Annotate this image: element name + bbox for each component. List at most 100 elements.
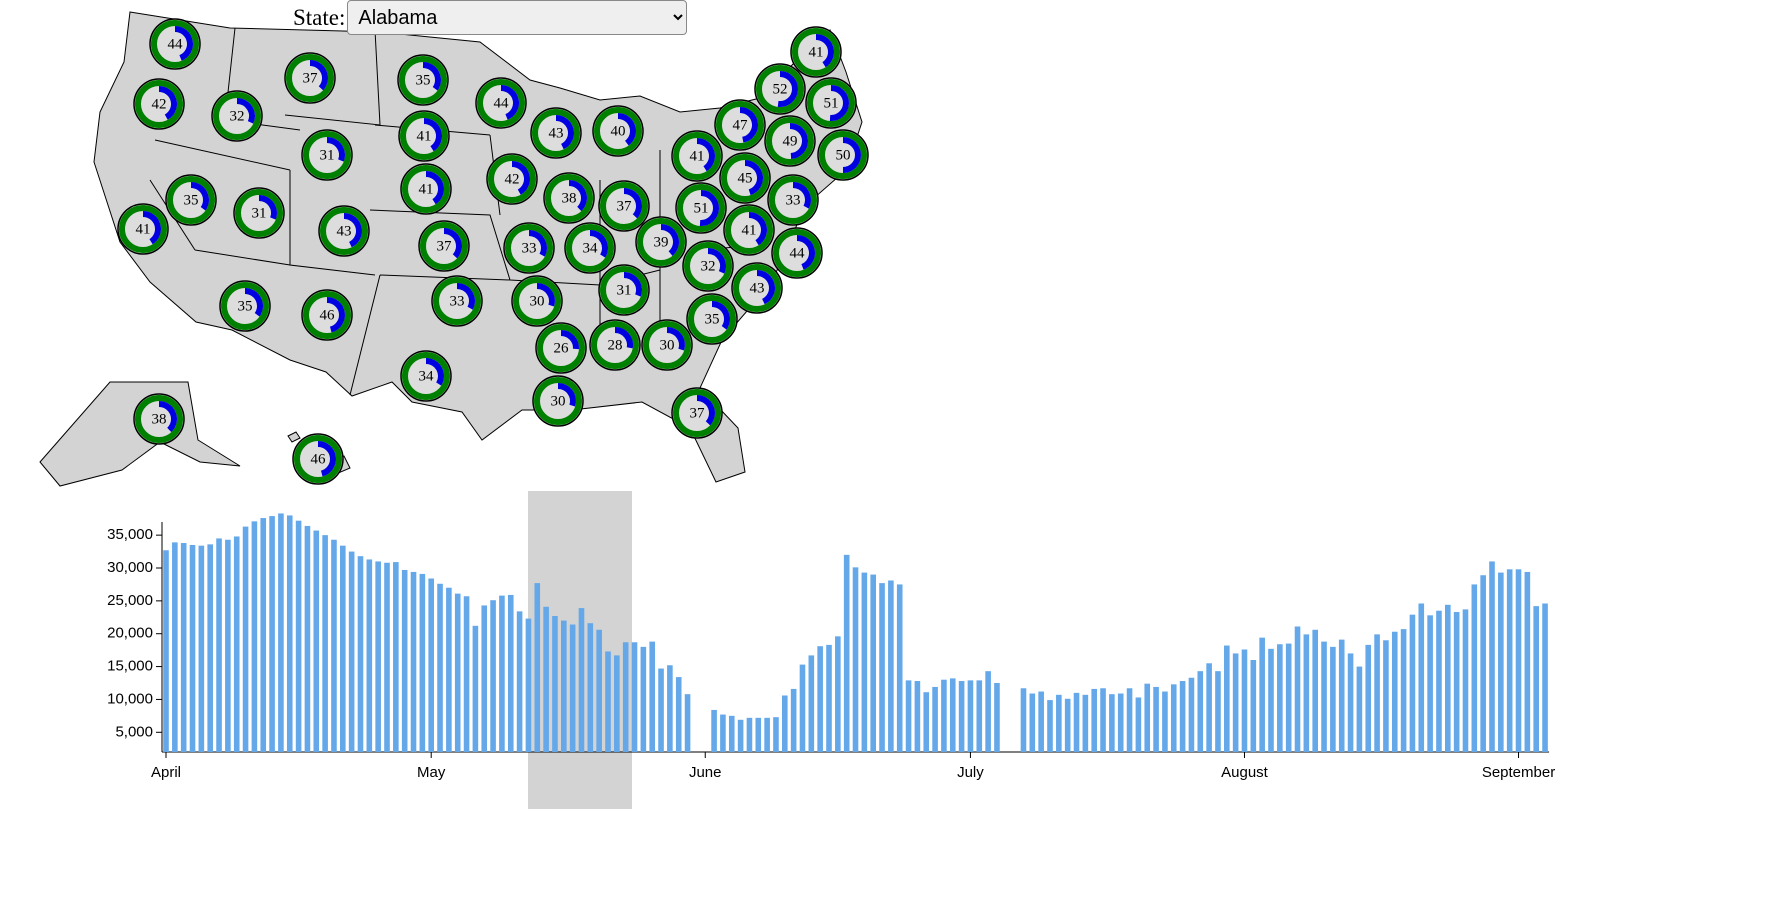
donut-arc bbox=[777, 71, 798, 107]
donut-arc bbox=[614, 327, 633, 349]
bar bbox=[1047, 700, 1053, 752]
bar bbox=[605, 651, 611, 752]
bar bbox=[313, 530, 320, 752]
bar bbox=[596, 629, 602, 752]
bar bbox=[1126, 688, 1133, 752]
donut-arc bbox=[696, 138, 715, 172]
bar bbox=[808, 655, 815, 752]
donut-label: 31 bbox=[252, 205, 267, 221]
donut-label: 31 bbox=[617, 282, 632, 298]
bar bbox=[163, 550, 169, 752]
donut-label: 37 bbox=[690, 405, 706, 421]
bar bbox=[1277, 644, 1283, 752]
donut-label: 43 bbox=[337, 223, 352, 239]
donut-label: 41 bbox=[136, 221, 151, 237]
donut-label: 47 bbox=[733, 117, 749, 133]
bar bbox=[870, 574, 876, 752]
y-tick-label: 20,000 bbox=[107, 625, 153, 642]
bar bbox=[614, 655, 620, 752]
bar bbox=[1471, 584, 1478, 752]
donut-arc bbox=[711, 301, 730, 330]
donut-ring bbox=[807, 79, 855, 127]
donut-ring bbox=[532, 109, 580, 157]
donut-ring bbox=[505, 224, 553, 272]
bar bbox=[1153, 686, 1159, 752]
bar bbox=[561, 620, 567, 752]
donut-label: 33 bbox=[450, 293, 465, 309]
donut-arc bbox=[623, 188, 642, 219]
bar bbox=[949, 678, 956, 752]
bar bbox=[463, 596, 470, 752]
bar bbox=[322, 535, 328, 752]
donut-ring bbox=[643, 321, 691, 369]
donut-arc bbox=[660, 224, 679, 256]
bar bbox=[1436, 610, 1442, 752]
donut-arc bbox=[511, 161, 530, 195]
donut-label: 37 bbox=[437, 238, 453, 254]
donut-ring bbox=[792, 28, 840, 76]
bar bbox=[1117, 693, 1124, 752]
state-select[interactable]: Alabama bbox=[347, 0, 688, 35]
bar bbox=[1091, 688, 1097, 752]
bar bbox=[1506, 569, 1513, 752]
bar bbox=[649, 641, 655, 752]
bar bbox=[1188, 677, 1195, 752]
bar bbox=[490, 600, 496, 752]
donut-arc bbox=[623, 272, 642, 297]
bar bbox=[746, 717, 753, 752]
donut-arc bbox=[589, 230, 608, 258]
state-label: State: bbox=[293, 4, 346, 30]
bar bbox=[1312, 629, 1318, 752]
donut-arc bbox=[536, 283, 555, 307]
bar bbox=[826, 644, 832, 752]
state-control: State: Alabama bbox=[293, 0, 688, 35]
donut-arc bbox=[423, 118, 442, 152]
bar bbox=[1100, 688, 1106, 752]
bar bbox=[658, 668, 664, 752]
bar bbox=[1206, 663, 1212, 752]
bar bbox=[1064, 698, 1071, 752]
x-tick-label: May bbox=[417, 764, 446, 781]
donut-arc bbox=[174, 26, 193, 61]
bar bbox=[905, 680, 912, 752]
donut-arc bbox=[258, 195, 277, 220]
donut-label: 34 bbox=[419, 368, 435, 384]
donut-arc bbox=[568, 180, 587, 212]
donut-label: 52 bbox=[773, 81, 788, 97]
donut-label: 44 bbox=[168, 36, 184, 52]
donut-label: 37 bbox=[617, 198, 633, 214]
donut-label: 38 bbox=[562, 190, 577, 206]
bar bbox=[684, 694, 691, 752]
bar bbox=[1365, 644, 1372, 752]
donut-ring bbox=[135, 395, 183, 443]
donut-ring bbox=[677, 184, 725, 232]
donut-arc bbox=[343, 213, 362, 248]
donut-arc bbox=[326, 137, 345, 162]
donut-label: 31 bbox=[320, 147, 335, 163]
donut-label: 41 bbox=[742, 222, 757, 238]
donut-ring bbox=[756, 65, 804, 113]
donut-arc bbox=[528, 230, 547, 257]
donut-label: 37 bbox=[303, 70, 319, 86]
bar bbox=[1056, 694, 1062, 752]
bar bbox=[1232, 653, 1239, 752]
y-tick-label: 10,000 bbox=[107, 690, 153, 707]
donut-ring bbox=[488, 155, 536, 203]
bar bbox=[198, 545, 205, 752]
bar bbox=[1029, 693, 1036, 752]
bar bbox=[1073, 692, 1080, 752]
x-tick-label: June bbox=[689, 764, 722, 781]
donut-label: 51 bbox=[824, 95, 839, 111]
donut-label: 49 bbox=[783, 133, 798, 149]
donut-label: 30 bbox=[660, 337, 675, 353]
bar bbox=[1347, 653, 1354, 752]
donut-ring bbox=[600, 266, 648, 314]
bar bbox=[888, 580, 894, 752]
donut-label: 32 bbox=[230, 108, 245, 124]
bar bbox=[180, 543, 187, 752]
donut-arc bbox=[560, 330, 579, 350]
bar bbox=[1498, 572, 1504, 752]
donut-arc bbox=[815, 34, 834, 68]
bar bbox=[578, 608, 585, 752]
donut-ring bbox=[433, 277, 481, 325]
